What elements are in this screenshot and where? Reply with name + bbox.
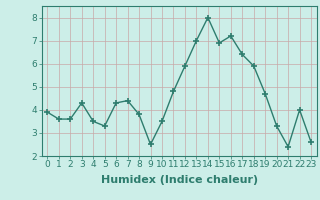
X-axis label: Humidex (Indice chaleur): Humidex (Indice chaleur) <box>100 175 258 185</box>
